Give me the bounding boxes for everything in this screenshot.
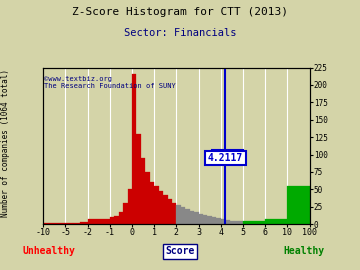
Text: Healthy: Healthy [284,247,325,256]
Bar [114,216,119,224]
Text: 4.2117: 4.2117 [208,153,243,163]
Text: ©www.textbiz.org: ©www.textbiz.org [44,76,112,82]
Bar [127,189,132,224]
Bar [172,203,176,224]
Bar [190,211,194,224]
Bar [119,212,123,224]
Text: The Research Foundation of SUNY: The Research Foundation of SUNY [44,83,176,89]
Bar [212,217,216,224]
Bar [185,210,190,224]
Text: Score: Score [165,247,195,256]
Bar [207,216,212,224]
Bar [154,186,159,224]
Bar [163,195,167,224]
Text: Z-Score Histogram for CTT (2013): Z-Score Histogram for CTT (2013) [72,7,288,17]
Bar [110,217,114,224]
Bar [234,221,239,224]
Bar [141,158,145,224]
Bar [150,182,154,224]
Bar [287,186,310,224]
Bar [43,223,66,224]
Bar [80,222,87,224]
Bar [87,218,110,224]
Bar [225,220,230,224]
Bar [265,218,287,224]
Bar [132,75,136,224]
Bar [216,218,221,224]
Bar [203,215,207,224]
Bar [73,223,80,224]
Bar [123,203,127,224]
Bar [167,199,172,224]
Bar [136,134,141,224]
Text: Unhealthy: Unhealthy [22,247,75,256]
Bar [239,221,243,224]
Bar [176,205,181,224]
Bar [194,212,199,224]
Bar [181,207,185,224]
Bar [199,214,203,224]
Bar [243,221,265,224]
Bar [221,219,225,224]
Bar [66,223,73,224]
Bar [230,221,234,224]
Text: Sector: Financials: Sector: Financials [124,28,236,38]
Text: Number of companies (1064 total): Number of companies (1064 total) [1,69,10,217]
Bar [159,191,163,224]
Bar [145,172,150,224]
